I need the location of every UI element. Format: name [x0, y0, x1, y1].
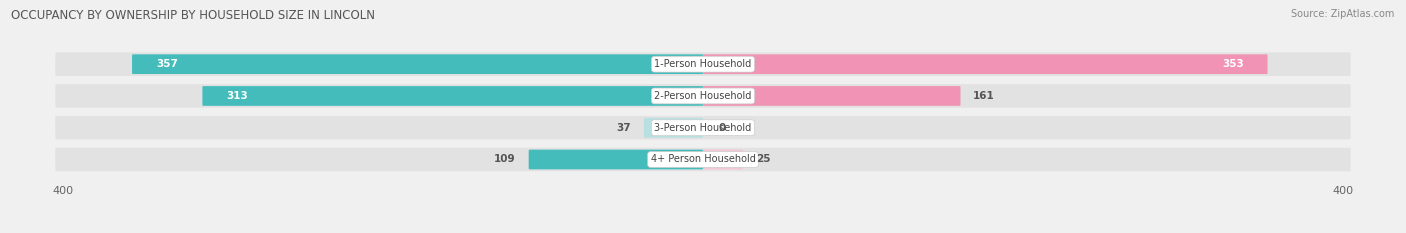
FancyBboxPatch shape	[703, 86, 960, 106]
FancyBboxPatch shape	[55, 116, 1351, 140]
Text: 357: 357	[156, 59, 179, 69]
FancyBboxPatch shape	[55, 148, 1351, 171]
FancyBboxPatch shape	[644, 118, 703, 137]
Text: 37: 37	[616, 123, 631, 133]
Text: Source: ZipAtlas.com: Source: ZipAtlas.com	[1291, 9, 1395, 19]
FancyBboxPatch shape	[703, 54, 1268, 74]
Text: 109: 109	[495, 154, 516, 164]
Text: 4+ Person Household: 4+ Person Household	[651, 154, 755, 164]
FancyBboxPatch shape	[703, 150, 742, 169]
Text: 0: 0	[718, 123, 727, 133]
FancyBboxPatch shape	[529, 150, 703, 169]
FancyBboxPatch shape	[202, 86, 703, 106]
Text: OCCUPANCY BY OWNERSHIP BY HOUSEHOLD SIZE IN LINCOLN: OCCUPANCY BY OWNERSHIP BY HOUSEHOLD SIZE…	[11, 9, 375, 22]
Text: 313: 313	[226, 91, 247, 101]
Text: 2-Person Household: 2-Person Household	[654, 91, 752, 101]
FancyBboxPatch shape	[132, 54, 703, 74]
Text: 161: 161	[973, 91, 995, 101]
Text: 1-Person Household: 1-Person Household	[654, 59, 752, 69]
FancyBboxPatch shape	[55, 52, 1351, 76]
Text: 25: 25	[756, 154, 770, 164]
Text: 353: 353	[1222, 59, 1243, 69]
FancyBboxPatch shape	[55, 84, 1351, 108]
Text: 3-Person Household: 3-Person Household	[654, 123, 752, 133]
